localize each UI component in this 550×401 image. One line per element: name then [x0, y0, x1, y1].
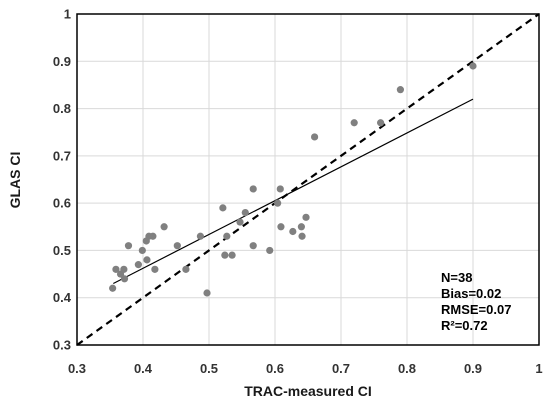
stat-rmse: RMSE=0.07: [441, 302, 511, 317]
y-tick-label: 0.7: [53, 148, 71, 163]
one-to-one-line: [76, 13, 540, 346]
x-tick-labels: 0.3 0.4 0.5 0.6 0.7 0.8 0.9 1: [68, 361, 543, 376]
data-point: [124, 242, 133, 250]
x-tick-label: 0.9: [464, 361, 482, 376]
data-point: [274, 199, 282, 207]
data-point: [182, 265, 190, 273]
data-point: [311, 133, 319, 141]
stat-n: N=38: [441, 270, 472, 285]
data-point: [249, 185, 257, 193]
x-tick-label: 1: [535, 361, 542, 376]
y-axis-title: GLAS CI: [7, 152, 23, 209]
data-point: [469, 62, 477, 70]
x-tick-label: 0.8: [398, 361, 416, 376]
reference-lines: [76, 13, 540, 346]
data-point: [297, 223, 305, 231]
data-point: [109, 284, 117, 292]
stat-r2: R²=0.72: [441, 318, 488, 333]
y-tick-label: 0.4: [53, 290, 72, 305]
stat-bias: Bias=0.02: [441, 286, 501, 301]
data-point: [203, 289, 211, 297]
data-point: [160, 223, 168, 231]
data-point: [396, 86, 404, 94]
data-point: [120, 275, 129, 283]
x-tick-label: 0.3: [68, 361, 86, 376]
data-point: [143, 256, 151, 264]
y-tick-label: 0.5: [53, 243, 71, 258]
data-point: [377, 119, 385, 127]
data-point: [120, 265, 128, 273]
data-point: [277, 223, 285, 231]
y-tick-label: 1: [64, 7, 71, 22]
data-point: [173, 242, 181, 250]
data-point: [134, 261, 142, 269]
y-tick-label: 0.9: [53, 54, 71, 69]
data-point: [196, 232, 205, 240]
data-point: [298, 232, 306, 240]
data-point: [249, 242, 257, 250]
x-tick-label: 0.4: [134, 361, 153, 376]
data-point: [266, 246, 274, 255]
data-point: [223, 232, 231, 240]
data-point: [289, 227, 297, 236]
regression-line: [113, 98, 474, 285]
x-tick-label: 0.6: [266, 361, 284, 376]
x-tick-label: 0.5: [200, 361, 218, 376]
data-point: [138, 246, 146, 255]
data-point: [350, 119, 358, 127]
y-tick-label: 0.3: [53, 338, 71, 353]
plot-frame: [76, 13, 540, 346]
data-point: [112, 265, 120, 273]
data-point: [302, 213, 310, 221]
data-point: [228, 251, 236, 259]
x-axis-title: TRAC-measured CI: [244, 383, 372, 399]
data-point: [241, 209, 249, 217]
y-tick-label: 0.6: [53, 196, 71, 211]
y-tick-label: 0.8: [53, 101, 71, 116]
data-point: [236, 218, 244, 226]
y-tick-labels: 0.3 0.4 0.5 0.6 0.7 0.8 0.9 1: [53, 7, 72, 353]
data-point: [219, 204, 227, 212]
data-point: [149, 232, 157, 240]
stats-annotation: N=38 Bias=0.02 RMSE=0.07 R²=0.72: [441, 270, 511, 333]
grid-lines: [76, 13, 540, 346]
data-point: [276, 185, 284, 193]
data-point: [151, 265, 159, 273]
x-tick-label: 0.7: [332, 361, 350, 376]
data-point: [221, 251, 229, 259]
data-points: [109, 62, 477, 297]
